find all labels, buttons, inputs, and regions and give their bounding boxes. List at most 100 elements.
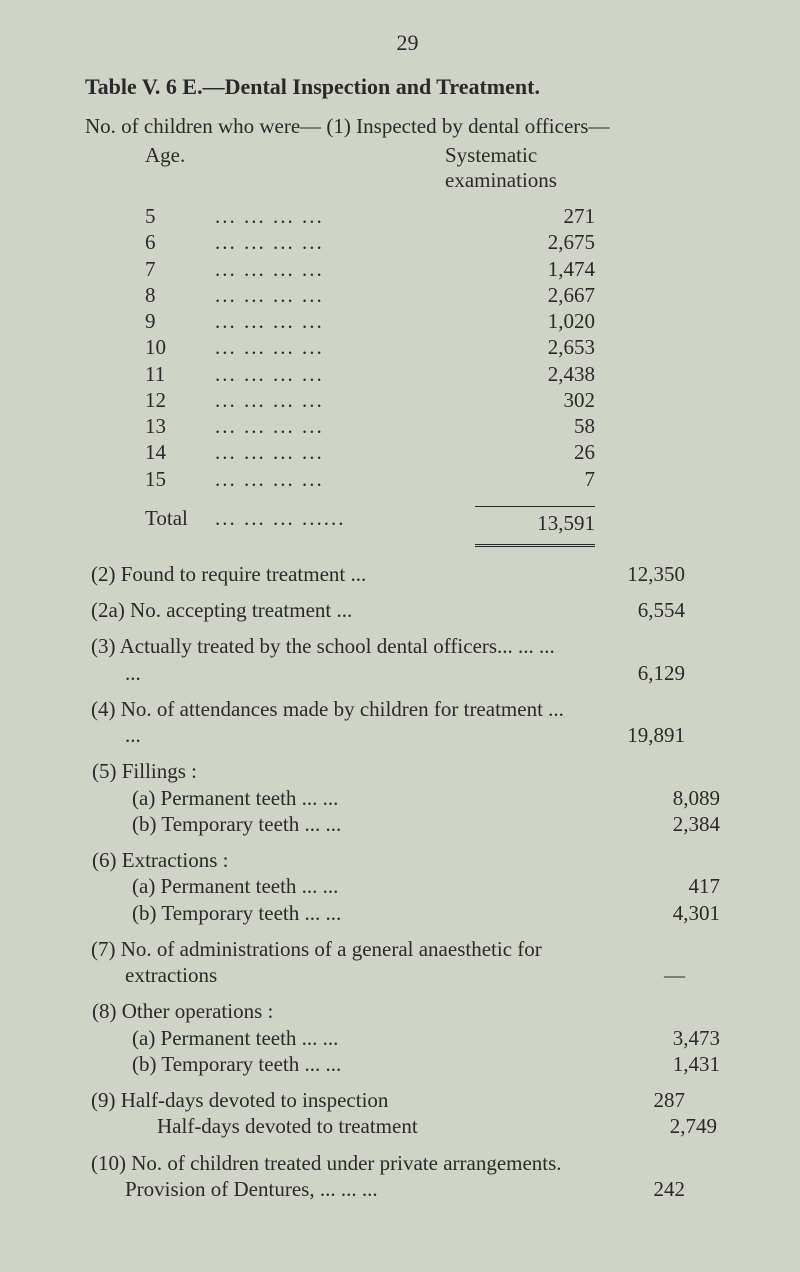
item-row: (2) Found to require treatment ...12,350 bbox=[85, 561, 730, 587]
item-label: (2a) No. accepting treatment ... bbox=[85, 597, 575, 623]
item-9b-value: 2,749 bbox=[607, 1113, 717, 1139]
sub-row: (b) Temporary teeth ... ...4,301 bbox=[85, 900, 730, 926]
age-dots: ... ... ... ... bbox=[215, 203, 475, 229]
age-label: 13 bbox=[145, 413, 215, 439]
age-row: 7... ... ... ...1,474 bbox=[145, 256, 730, 282]
item-value: 6,554 bbox=[575, 598, 685, 623]
item-value: 12,350 bbox=[575, 562, 685, 587]
item-label: (4) No. of attendances made by children … bbox=[85, 696, 575, 749]
sub-label: (b) Temporary teeth ... ... bbox=[85, 811, 610, 837]
age-label: 9 bbox=[145, 308, 215, 334]
age-row: 13... ... ... ...58 bbox=[145, 413, 730, 439]
item-row: (2a) No. accepting treatment ...6,554 bbox=[85, 597, 730, 623]
sub-label: (a) Permanent teeth ... ... bbox=[85, 785, 610, 811]
age-label: 12 bbox=[145, 387, 215, 413]
age-row: 5... ... ... ...271 bbox=[145, 203, 730, 229]
double-rule bbox=[475, 544, 595, 547]
item-7-value: — bbox=[575, 963, 685, 988]
age-dots: ... ... ... ... bbox=[215, 282, 475, 308]
age-header: Age. bbox=[85, 143, 445, 193]
age-table: 5... ... ... ...2716... ... ... ...2,675… bbox=[145, 203, 730, 492]
age-label: 14 bbox=[145, 439, 215, 465]
sub-row: (a) Permanent teeth ... ...417 bbox=[85, 873, 730, 899]
age-label: 10 bbox=[145, 334, 215, 360]
age-row: 6... ... ... ...2,675 bbox=[145, 229, 730, 255]
age-value: 271 bbox=[475, 203, 595, 229]
age-value: 58 bbox=[475, 413, 595, 439]
age-label: 5 bbox=[145, 203, 215, 229]
age-value: 2,438 bbox=[475, 361, 595, 387]
age-label: 7 bbox=[145, 256, 215, 282]
age-row: 14... ... ... ...26 bbox=[145, 439, 730, 465]
item-10: (10) No. of children treated under priva… bbox=[85, 1150, 730, 1203]
age-label: 8 bbox=[145, 282, 215, 308]
page-number: 29 bbox=[85, 30, 730, 56]
age-value: 26 bbox=[475, 439, 595, 465]
group-8: (8) Other operations : (a) Permanent tee… bbox=[85, 998, 730, 1077]
group-5-head: (5) Fillings : bbox=[85, 758, 576, 784]
age-dots: ... ... ... ... bbox=[215, 334, 475, 360]
item-row: (3) Actually treated by the school denta… bbox=[85, 633, 730, 686]
age-dots: ... ... ... ... bbox=[215, 466, 475, 492]
item-row: (4) No. of attendances made by children … bbox=[85, 696, 730, 749]
age-label: 11 bbox=[145, 361, 215, 387]
age-dots: ... ... ... ... bbox=[215, 308, 475, 334]
sub-label: (a) Permanent teeth ... ... bbox=[85, 1025, 610, 1051]
age-dots: ... ... ... ... bbox=[215, 387, 475, 413]
sub-value: 2,384 bbox=[610, 811, 720, 837]
age-value: 2,653 bbox=[475, 334, 595, 360]
group-6-head: (6) Extractions : bbox=[85, 847, 576, 873]
sub-row: (a) Permanent teeth ... ...8,089 bbox=[85, 785, 730, 811]
age-value: 7 bbox=[475, 466, 595, 492]
age-dots: ... ... ... ... bbox=[215, 413, 475, 439]
item-7: (7) No. of administrations of a general … bbox=[85, 936, 730, 989]
total-row: Total ... ... ... ...... 13,591 bbox=[145, 506, 730, 536]
age-dots: ... ... ... ... bbox=[215, 256, 475, 282]
age-row: 9... ... ... ...1,020 bbox=[145, 308, 730, 334]
age-value: 1,474 bbox=[475, 256, 595, 282]
age-label: 6 bbox=[145, 229, 215, 255]
sub-row: (b) Temporary teeth ... ...1,431 bbox=[85, 1051, 730, 1077]
table-title: Table V. 6 E.—Dental Inspection and Trea… bbox=[85, 74, 730, 100]
total-label: Total bbox=[145, 506, 215, 536]
age-row: 10... ... ... ...2,653 bbox=[145, 334, 730, 360]
age-value: 2,675 bbox=[475, 229, 595, 255]
age-dots: ... ... ... ... bbox=[215, 229, 475, 255]
group-6: (6) Extractions : (a) Permanent teeth ..… bbox=[85, 847, 730, 926]
sub-label: (a) Permanent teeth ... ... bbox=[85, 873, 610, 899]
item-value: 6,129 bbox=[575, 661, 685, 686]
age-value: 2,667 bbox=[475, 282, 595, 308]
age-row: 11... ... ... ...2,438 bbox=[145, 361, 730, 387]
item-7-label: (7) No. of administrations of a general … bbox=[85, 936, 575, 989]
group-5: (5) Fillings : (a) Permanent teeth ... .… bbox=[85, 758, 730, 837]
sub-label: (b) Temporary teeth ... ... bbox=[85, 1051, 610, 1077]
item-label: (2) Found to require treatment ... bbox=[85, 561, 575, 587]
item-9: (9) Half-days devoted to inspection 287 … bbox=[85, 1087, 730, 1140]
exams-header: Systematic examinations bbox=[445, 143, 557, 193]
age-dots: ... ... ... ... bbox=[215, 439, 475, 465]
sub-row: (a) Permanent teeth ... ...3,473 bbox=[85, 1025, 730, 1051]
item-10-label: (10) No. of children treated under priva… bbox=[85, 1150, 575, 1203]
item-10-value: 242 bbox=[575, 1177, 685, 1202]
age-row: 8... ... ... ...2,667 bbox=[145, 282, 730, 308]
sub-row: (b) Temporary teeth ... ...2,384 bbox=[85, 811, 730, 837]
age-row: 15... ... ... ...7 bbox=[145, 466, 730, 492]
group-8-head: (8) Other operations : bbox=[85, 998, 576, 1024]
items-block: (2) Found to require treatment ...12,350… bbox=[85, 561, 730, 749]
document-page: 29 Table V. 6 E.—Dental Inspection and T… bbox=[0, 0, 800, 1252]
age-row: 12... ... ... ...302 bbox=[145, 387, 730, 413]
age-dots: ... ... ... ... bbox=[215, 361, 475, 387]
sub-value: 1,431 bbox=[610, 1051, 720, 1077]
subtitle: No. of children who were— (1) Inspected … bbox=[85, 114, 730, 139]
item-9a-value: 287 bbox=[575, 1088, 685, 1113]
age-value: 302 bbox=[475, 387, 595, 413]
total-dots: ... ... ... ...... bbox=[215, 506, 475, 536]
total-value: 13,591 bbox=[475, 506, 595, 536]
exams-header-line1: Systematic bbox=[445, 143, 557, 168]
sub-value: 417 bbox=[610, 873, 720, 899]
item-label: (3) Actually treated by the school denta… bbox=[85, 633, 575, 686]
sub-value: 8,089 bbox=[610, 785, 720, 811]
age-label: 15 bbox=[145, 466, 215, 492]
exams-header-line2: examinations bbox=[445, 168, 557, 193]
age-value: 1,020 bbox=[475, 308, 595, 334]
